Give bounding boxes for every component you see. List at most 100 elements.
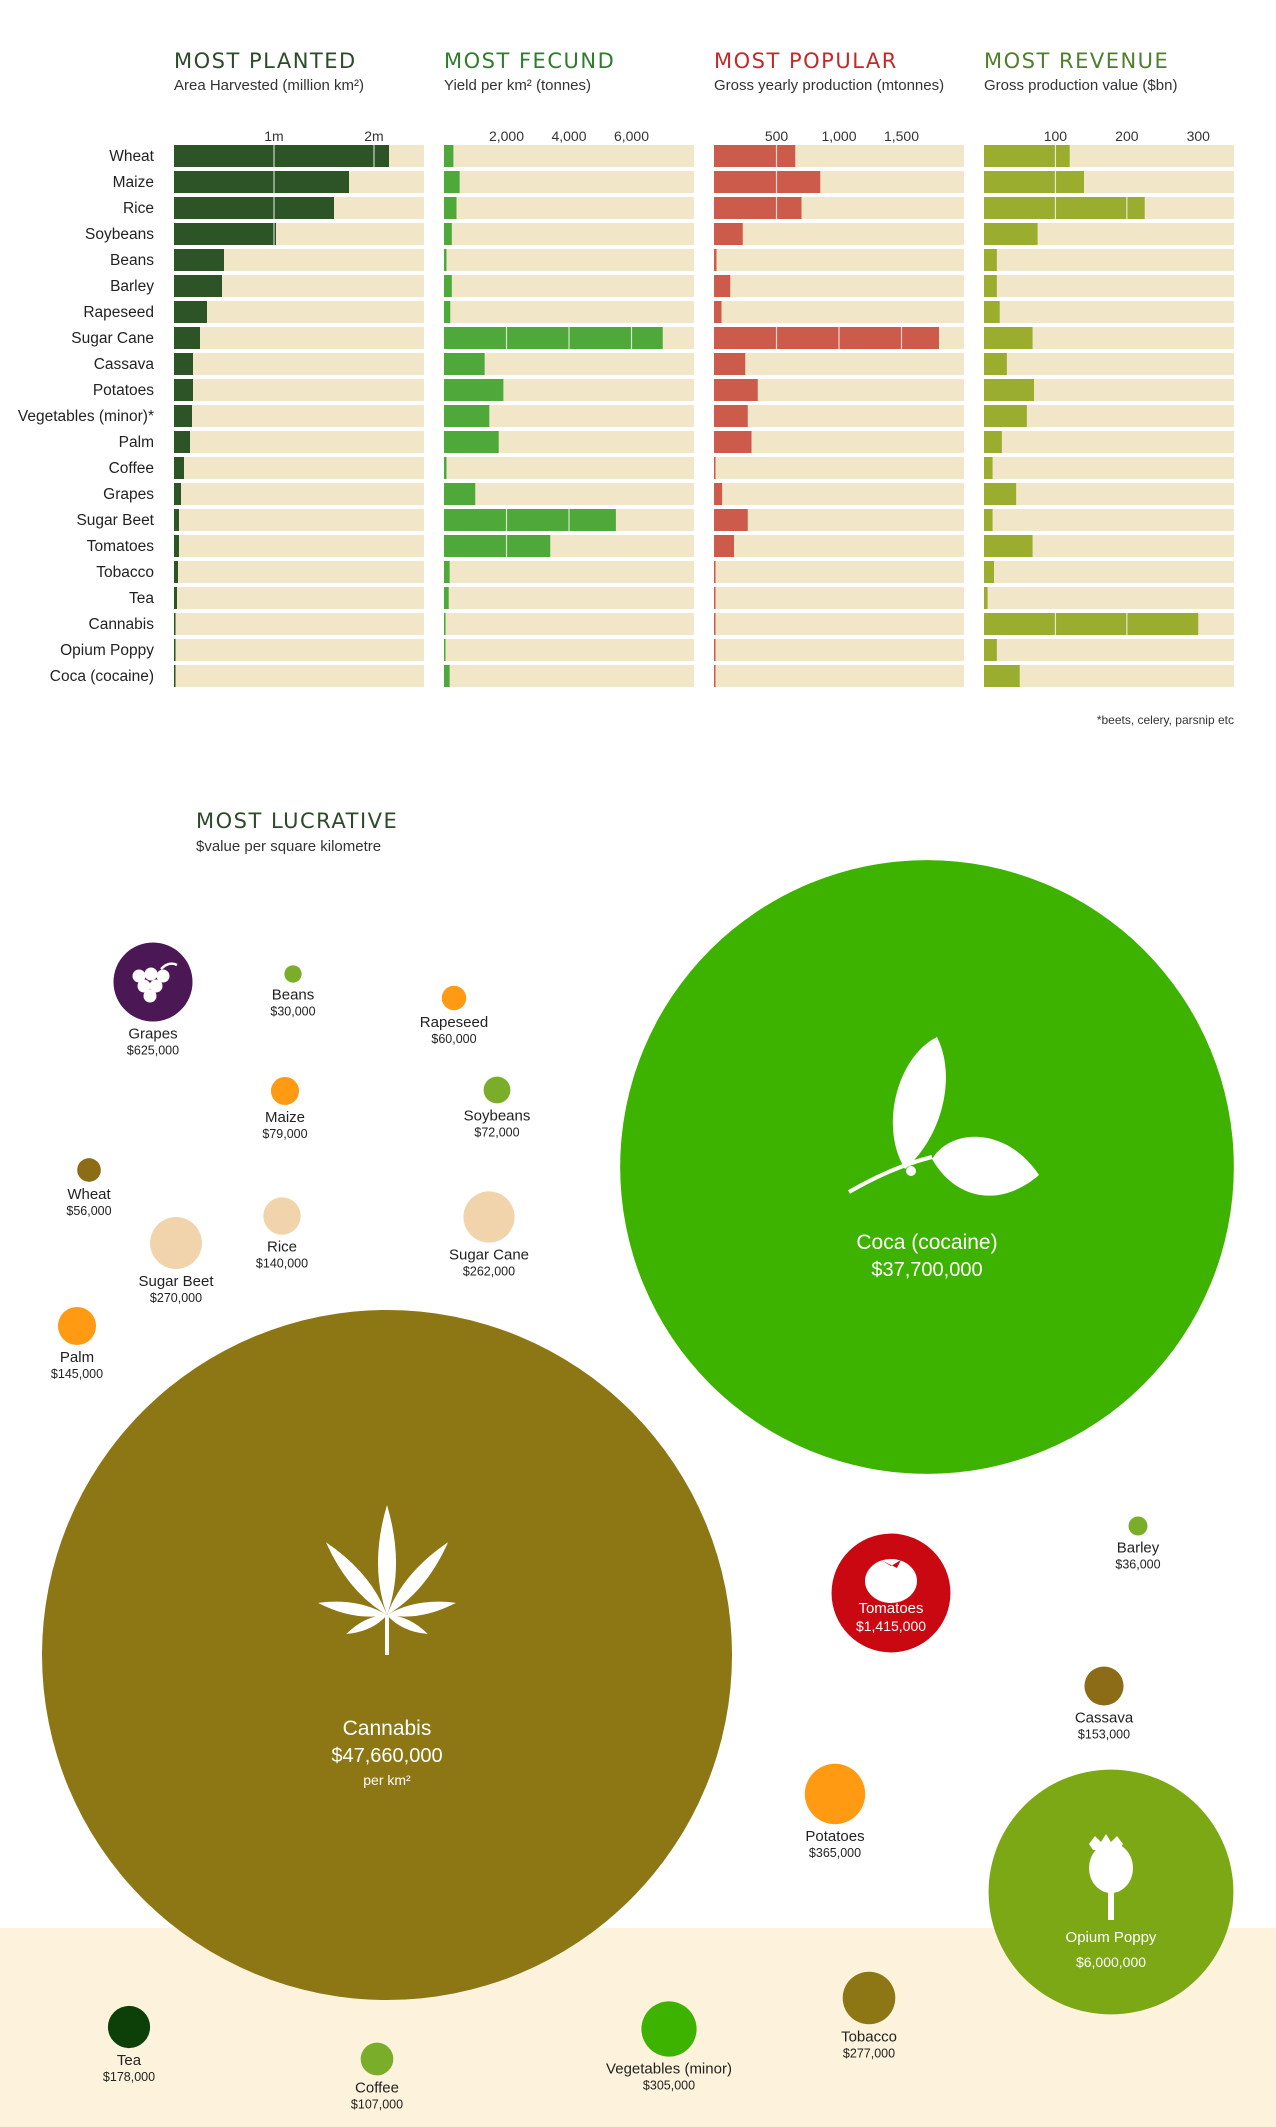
bubble-name: Rice [267,1239,297,1256]
chart-most-fecund: MOST FECUND Yield per km² (tonnes) 2,000 4,… [444,49,694,687]
poppy-stem [1108,1890,1114,1920]
bar-soybeans [444,223,452,245]
bar-track [174,275,424,297]
bar-track [444,665,694,687]
bar-tea [174,587,177,609]
bubble-rapeseed: Rapeseed$60,000 [420,985,488,1046]
bar-track [444,483,694,505]
bar-palm [444,431,499,453]
category-label-rapeseed: Rapeseed [83,304,154,321]
bubble-circle [804,1763,866,1825]
bar-track [984,301,1234,323]
grape-stem [160,962,178,970]
bar-track [984,587,1234,609]
bar-wheat [174,145,389,167]
grape [156,969,170,983]
bar-track [174,561,424,583]
bar-track [174,665,424,687]
leaflet [378,1505,396,1615]
bar-tobacco [714,561,716,583]
bubble-tomatoes: Tomatoes$1,415,000 [831,1533,951,1653]
grape [144,967,158,981]
bar-track [174,431,424,453]
bubble-circle [263,1197,301,1235]
bubble-opium-poppy: Opium Poppy $6,000,000 [988,1769,1234,2015]
bar-track [444,223,694,245]
bubble-value: $140,000 [256,1257,308,1271]
bubble-circle [1084,1666,1124,1706]
bar-grapes [714,483,723,505]
category-label-coffee: Coffee [109,460,154,477]
bubble-value: $262,000 [463,1265,515,1279]
bar-rice [174,197,334,219]
bar-track [444,171,694,193]
poppy-pod-icon [1089,1834,1133,1920]
bubble-circle [150,1217,202,1269]
bubble-coca-cocaine: Coca (cocaine) $37,700,000 [620,860,1234,1474]
bar-soybeans [714,223,743,245]
bubble-value: $270,000 [150,1291,202,1305]
bubble-name: Coffee [355,2079,399,2096]
bar-cassava [714,353,746,375]
bar-track [714,509,964,531]
bar-track [714,639,964,661]
bar-track [174,353,424,375]
category-label-soybeans: Soybeans [85,226,154,243]
leaf-bud [906,1166,916,1176]
x-tick-label: 300 [1187,128,1211,144]
bubble-name: Sugar Cane [449,1247,529,1264]
bubble-name: Barley [1117,1539,1160,1556]
bar-rice [984,197,1145,219]
bar-track [174,405,424,427]
chart-subtitle: Area Harvested (million km²) [174,77,364,94]
category-label-coca-cocaine: Coca (cocaine) [50,668,154,685]
bar-tomatoes [984,535,1033,557]
category-label-wheat: Wheat [109,148,154,165]
bar-maize [984,171,1084,193]
bar-track [444,275,694,297]
bubble-unit: per km² [363,1772,411,1788]
bubble-circle [842,1971,896,2025]
bar-wheat [984,145,1070,167]
category-label-vegetables-minor: Vegetables (minor)* [18,408,154,425]
bar-track [984,665,1234,687]
bar-coffee [714,457,716,479]
leaf-stem [847,1155,933,1194]
bar-palm [984,431,1002,453]
bar-vegetables-minor [714,405,748,427]
leaflet [325,1542,387,1615]
bubble-value: $79,000 [262,1127,307,1141]
bar-track [444,613,694,635]
leaflet [387,1601,456,1617]
bar-tobacco [984,561,994,583]
bubble-name: Wheat [67,1186,111,1203]
x-tick-label: 500 [765,128,789,144]
category-label-cassava: Cassava [94,356,155,373]
bubble-value: $305,000 [643,2079,695,2093]
bar-tomatoes [174,535,179,557]
bar-track [444,379,694,401]
tomato-body [865,1559,917,1603]
bar-tea [984,587,988,609]
bar-opium-poppy [984,639,997,661]
bar-grapes [984,483,1017,505]
bubble-circle [284,965,302,983]
category-label-sugar-cane: Sugar Cane [71,330,154,347]
bar-coffee [984,457,993,479]
bar-coca-cocaine [714,665,716,687]
bar-track [444,405,694,427]
bubble-name: Rapeseed [420,1014,488,1031]
cannabis-leaf-icon [318,1505,456,1655]
bar-cassava [984,353,1007,375]
bar-beans [174,249,224,271]
chart-subtitle: Yield per km² (tonnes) [444,77,591,94]
bubble-value: $1,415,000 [856,1618,926,1634]
bar-track [714,535,964,557]
bar-track [984,379,1234,401]
bubble-name: Palm [60,1349,94,1366]
bar-track [444,249,694,271]
chart-title: MOST PLANTED [174,49,357,73]
bubble-grapes: Grapes$625,000 [113,942,193,1058]
bar-track [714,665,964,687]
bar-track [984,353,1234,375]
